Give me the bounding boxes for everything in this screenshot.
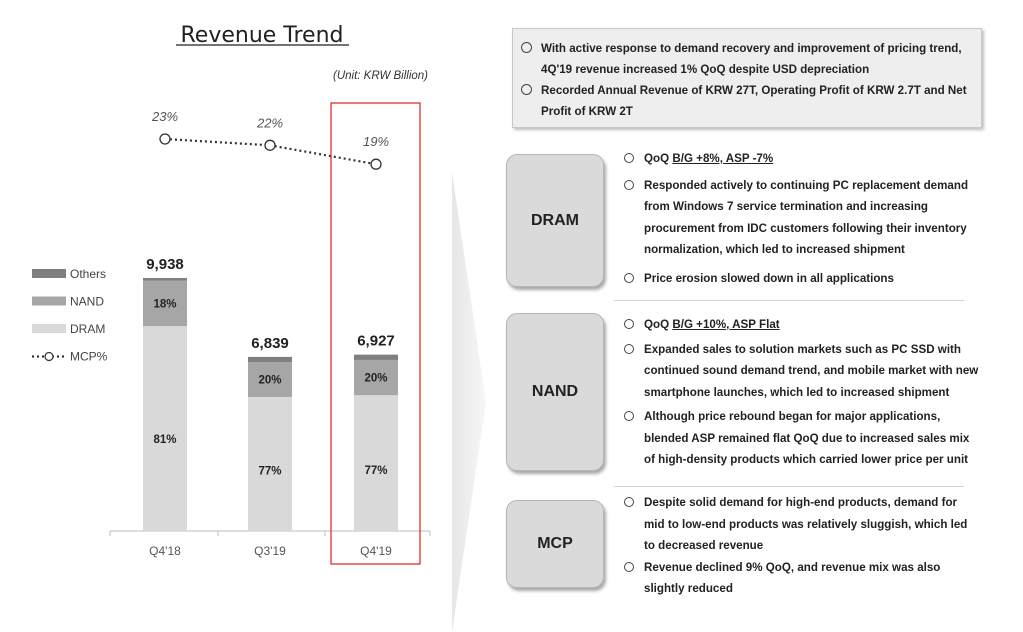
dram-bullet: Responded actively to continuing PC repl… — [624, 175, 980, 261]
others-bar-segment — [354, 354, 398, 360]
circle-bullet-icon — [624, 411, 634, 421]
nand-card: NAND — [506, 313, 604, 471]
others-bar-segment — [143, 278, 187, 281]
bar-total-label: 6,839 — [251, 335, 289, 352]
mcp-line-group: 23% 22% 19% — [151, 109, 389, 170]
circle-bullet-icon — [624, 272, 634, 283]
mcp-value-label: 19% — [363, 134, 389, 149]
dram-bullet: Price erosion slowed down in all applica… — [624, 268, 980, 290]
mcp-details: Despite solid demand for high-end produc… — [624, 492, 980, 600]
mcp-point — [264, 139, 276, 151]
nand-share-label: 20% — [258, 375, 281, 387]
mcp-bullet-text: Despite solid demand for high-end produc… — [644, 496, 968, 552]
nand-card-label: NAND — [531, 383, 579, 400]
dram-share-label: 77% — [364, 465, 387, 477]
chart-title: Revenue Trend — [180, 23, 343, 48]
unit-note: (Unit: KRW Billion) — [333, 70, 428, 82]
mcp-bullet: Despite solid demand for high-end produc… — [624, 492, 980, 557]
others-bar-segment — [248, 356, 292, 363]
x-tick-label: Q4'18 — [149, 544, 181, 558]
mcp-bullet: Revenue declined 9% QoQ, and revenue mix… — [624, 557, 980, 600]
divider — [614, 300, 964, 301]
dram-bar-segment — [248, 396, 292, 531]
circle-bullet-icon — [624, 497, 634, 507]
circle-bullet-icon — [624, 179, 634, 190]
nand-bar-segment — [143, 280, 187, 327]
nand-bullet: QoQ B/G +10%, ASP Flat — [624, 314, 980, 336]
summary-item: With active response to demand recovery … — [521, 38, 971, 80]
summary-text: Recorded Annual Revenue of KRW 27T, Oper… — [541, 84, 967, 118]
summary-text: With active response to demand recovery … — [541, 42, 962, 76]
nand-bullet-text: Expanded sales to solution markets such … — [644, 342, 979, 399]
dram-growth-figures: B/G +8%, ASP -7% — [672, 152, 774, 165]
circle-bullet-icon — [624, 343, 634, 354]
nand-bar-segment — [248, 362, 292, 397]
dram-bullet-text: Responded actively to continuing PC repl… — [644, 178, 969, 257]
dram-bar-segment — [354, 395, 398, 531]
mcp-value-label: 22% — [256, 115, 283, 130]
mcp--legend-label: MCP% — [70, 350, 108, 364]
nand-growth-prefix: QoQ — [644, 318, 673, 331]
dram-legend-label: DRAM — [70, 322, 105, 336]
revenue-trend-chart: Revenue Trend (Unit: KRW Billion) 81% 18%… — [32, 23, 431, 565]
dram-details: QoQ B/G +8%, ASP -7% Responded actively … — [624, 148, 980, 289]
mcp-point — [159, 133, 171, 145]
circle-bullet-icon — [624, 153, 634, 163]
dram-legend-swatch — [32, 324, 66, 333]
circle-bullet-icon — [521, 42, 532, 53]
others-legend-label: Others — [70, 267, 106, 281]
others-legend-swatch — [32, 269, 66, 278]
mcp-card: MCP — [506, 500, 604, 588]
circle-bullet-icon — [624, 561, 634, 572]
mcp-legend-marker — [44, 351, 54, 362]
nand-share-label: 18% — [153, 298, 176, 310]
circle-bullet-icon — [624, 319, 634, 329]
dram-bar-segment — [143, 326, 187, 531]
dram-growth-prefix: QoQ — [644, 152, 673, 165]
dram-card-label: DRAM — [531, 211, 579, 229]
mcp-card-label: MCP — [537, 535, 573, 552]
nand-legend-swatch — [32, 296, 66, 306]
summary-box: With active response to demand recovery … — [512, 28, 982, 128]
dram-share-label: 77% — [258, 466, 281, 478]
x-tick-label: Q4'19 — [360, 544, 392, 558]
mcp-bullet-text: Revenue declined 9% QoQ, and revenue mix… — [644, 560, 941, 596]
mcp-value-label: 23% — [151, 109, 178, 124]
nand-bullet-text: Although price rebound began for major a… — [644, 410, 970, 466]
nand-bullet: Expanded sales to solution markets such … — [624, 339, 980, 404]
nand-legend-label: NAND — [70, 295, 104, 309]
bar-total-label: 6,927 — [357, 333, 395, 350]
nand-bullet: Although price rebound began for major a… — [624, 406, 980, 471]
legend: Others NAND DRAM MCP% — [32, 267, 108, 364]
chevron-arrow-shape — [452, 172, 486, 632]
bar-total-label: 9,938 — [146, 256, 184, 273]
divider — [614, 486, 964, 487]
bar-group: 81% 18% 9,938 Q4'18 77% 20% 6,839 Q3'19 77% 20% 6,… — [109, 256, 431, 558]
mcp-point — [370, 158, 382, 170]
nand-details: QoQ B/G +10%, ASP Flat Expanded sales to… — [624, 314, 980, 471]
circle-bullet-icon — [521, 84, 532, 95]
dram-bullet-text: Price erosion slowed down in all applica… — [644, 271, 894, 285]
nand-share-label: 20% — [364, 373, 387, 385]
dram-share-label: 81% — [153, 434, 176, 446]
nand-growth-figures: B/G +10%, ASP Flat — [672, 318, 780, 331]
q4-19-highlight-box — [330, 102, 421, 565]
x-tick-label: Q3'19 — [254, 544, 286, 558]
dram-bullet: QoQ B/G +8%, ASP -7% — [624, 148, 980, 170]
nand-bar-segment — [354, 359, 398, 396]
dram-card: DRAM — [506, 154, 604, 287]
summary-item: Recorded Annual Revenue of KRW 27T, Oper… — [521, 80, 971, 122]
